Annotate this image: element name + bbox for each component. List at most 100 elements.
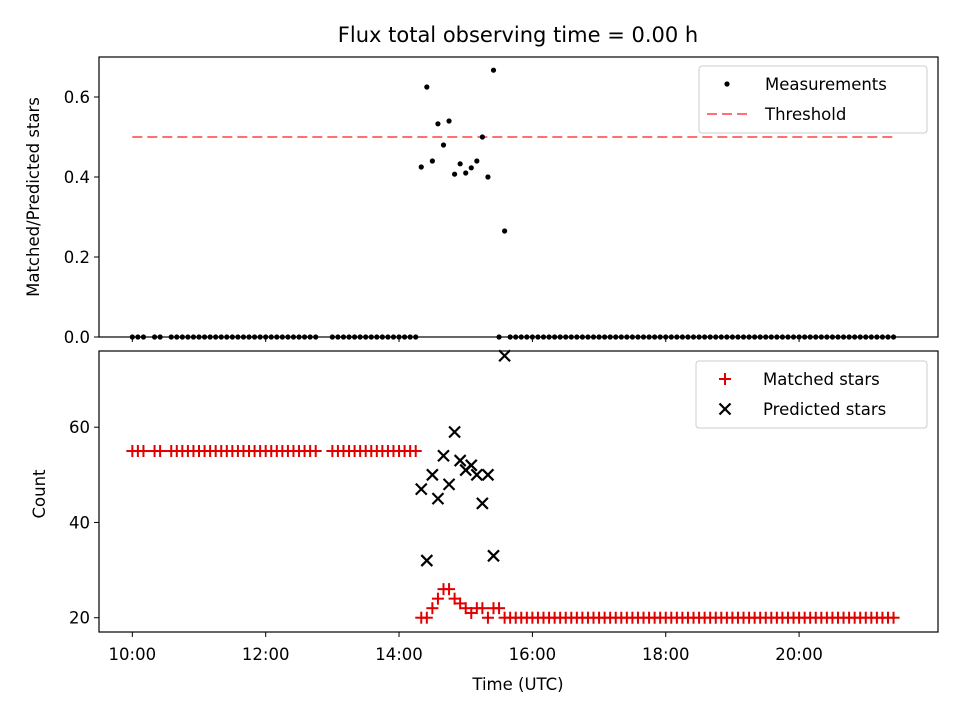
legend-x-glyph-b bbox=[718, 402, 732, 416]
predicted-star-point bbox=[414, 482, 428, 496]
measurement-point bbox=[463, 170, 469, 176]
predicted-star-point-b bbox=[464, 459, 478, 472]
measurement-point bbox=[357, 334, 363, 340]
measurement-point bbox=[418, 164, 424, 170]
measurement-point bbox=[813, 334, 819, 340]
measurement-point bbox=[857, 334, 863, 340]
count-y-tick-label: 60 bbox=[69, 418, 90, 437]
measurement-point bbox=[674, 334, 680, 340]
predicted-star-point-b bbox=[487, 549, 500, 563]
matched-star-point bbox=[887, 611, 900, 624]
predicted-star-point bbox=[498, 349, 511, 363]
matched-star-point bbox=[137, 445, 150, 458]
measurement-point bbox=[768, 334, 774, 340]
ratio-panel: 0.0 0.2 0.4 0.6 Matched/Predicted stars Mea… bbox=[24, 56, 939, 347]
count-plot-frame bbox=[98, 350, 939, 633]
measurement-point bbox=[590, 334, 597, 340]
count-panel: 20 40 60 10:00 12:00 14:00 16:00 18:00 20:00 Co… bbox=[30, 349, 939, 694]
measurement-point bbox=[702, 334, 708, 340]
count-x-tick-label: 10:00 bbox=[109, 645, 157, 664]
ratio-y-tick-label: 0.2 bbox=[64, 248, 90, 267]
measurement-point bbox=[479, 134, 485, 140]
measurement-point bbox=[763, 334, 769, 340]
count-x-tick-label: 14:00 bbox=[375, 645, 423, 664]
measurement-point bbox=[351, 334, 358, 340]
measurement-point bbox=[157, 334, 163, 340]
measurement-point bbox=[790, 334, 797, 340]
measurement-point bbox=[596, 334, 602, 340]
predicted-star-point bbox=[426, 468, 439, 482]
legend-predicted-marker bbox=[718, 402, 732, 416]
ratio-y-tick-label: 0.0 bbox=[64, 328, 90, 347]
measurement-point bbox=[240, 334, 247, 340]
measurement-point bbox=[346, 334, 352, 340]
matched-star-point bbox=[426, 602, 439, 615]
measurement-point bbox=[824, 334, 830, 340]
measurement-point bbox=[224, 334, 230, 340]
measurement-point bbox=[818, 334, 824, 340]
measurement-point bbox=[140, 334, 147, 340]
measurement-point bbox=[268, 334, 274, 340]
measurement-point bbox=[435, 121, 441, 127]
ratio-legend: Measurements Threshold bbox=[698, 65, 928, 134]
matched-star-point bbox=[431, 592, 444, 605]
measurement-point bbox=[629, 334, 636, 340]
predicted-star-point bbox=[453, 454, 467, 467]
measurement-point bbox=[646, 334, 652, 340]
x-axis-label: Time (UTC) bbox=[471, 675, 563, 694]
measurement-point bbox=[307, 334, 313, 340]
measurement-point bbox=[796, 334, 802, 340]
measurement-point bbox=[396, 334, 402, 340]
matched-star-point bbox=[420, 611, 433, 624]
measurement-point bbox=[401, 334, 408, 340]
predicted-star-point-b bbox=[470, 468, 484, 482]
measurement-point bbox=[607, 334, 613, 340]
measurement-point bbox=[229, 334, 235, 340]
ratio-y-axis: 0.0 0.2 0.4 0.6 bbox=[64, 88, 99, 347]
count-legend: Matched stars Predicted stars bbox=[695, 360, 928, 429]
measurement-point bbox=[685, 334, 691, 340]
measurement-point bbox=[218, 334, 224, 340]
legend-threshold-label: Threshold bbox=[764, 105, 846, 124]
predicted-star-point-b bbox=[420, 554, 434, 567]
measurement-point bbox=[829, 334, 836, 340]
count-x-tick-label: 20:00 bbox=[775, 645, 823, 664]
predicted-star-point bbox=[470, 468, 484, 482]
measurement-point bbox=[652, 334, 658, 340]
measurement-point bbox=[474, 158, 480, 164]
predicted-star-point-b bbox=[476, 497, 489, 510]
measurement-point bbox=[524, 334, 530, 340]
measurement-point bbox=[552, 334, 558, 340]
measurement-point bbox=[579, 334, 585, 340]
legend-matched-label: Matched stars bbox=[763, 370, 880, 389]
measurement-point bbox=[329, 334, 335, 340]
measurement-points bbox=[129, 67, 897, 340]
count-y-axis-label: Count bbox=[30, 469, 49, 519]
predicted-star-point bbox=[487, 549, 500, 563]
ratio-legend-box bbox=[698, 65, 928, 134]
matched-star-point bbox=[443, 583, 456, 596]
matched-star-point bbox=[476, 602, 489, 615]
predicted-star-point bbox=[420, 554, 434, 567]
measurement-point bbox=[752, 334, 758, 340]
count-y-axis: 20 40 60 bbox=[69, 418, 99, 628]
legend-x-glyph bbox=[718, 402, 732, 416]
measurement-point bbox=[657, 334, 663, 340]
count-y-tick-label: 20 bbox=[69, 609, 90, 628]
measurement-point bbox=[640, 334, 647, 340]
measurement-point bbox=[251, 334, 258, 340]
measurement-point bbox=[635, 334, 641, 340]
predicted-star-points bbox=[414, 349, 511, 567]
measurement-point bbox=[513, 334, 519, 340]
legend-matched-marker bbox=[719, 373, 731, 385]
measurement-point bbox=[707, 334, 713, 340]
measurement-point bbox=[624, 334, 630, 340]
measurement-point bbox=[263, 334, 269, 340]
predicted-star-point-b bbox=[481, 468, 495, 482]
count-x-axis: 10:00 12:00 14:00 16:00 18:00 20:00 bbox=[109, 632, 823, 664]
measurement-point bbox=[774, 334, 780, 340]
measurement-point bbox=[168, 334, 174, 340]
chart-title: Flux total observing time = 0.00 h bbox=[338, 23, 698, 47]
measurement-point bbox=[563, 334, 569, 340]
